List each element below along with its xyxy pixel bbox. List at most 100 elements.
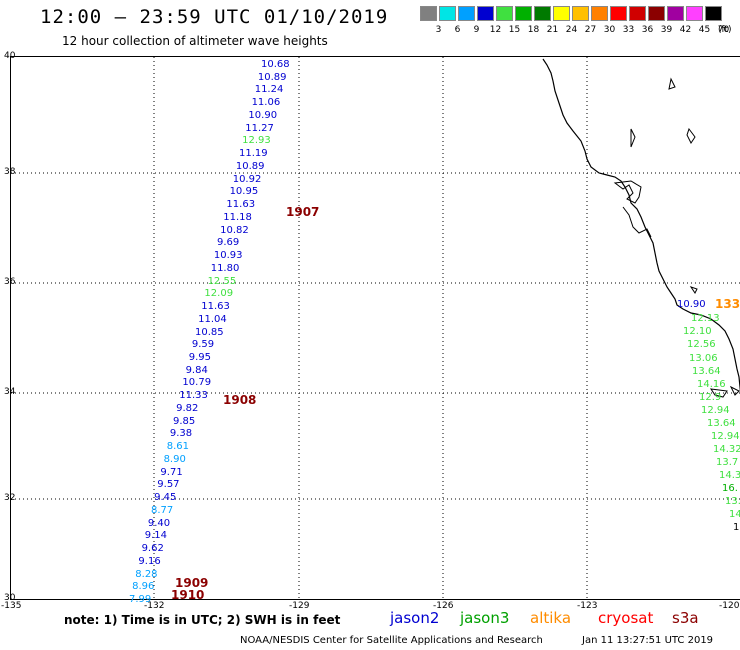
- legend-swatch: [610, 6, 627, 21]
- monterey-bay: [622, 206, 652, 238]
- map-panel: -135 -132 -129 -126 -123 -120 40 38 36 3…: [1, 51, 740, 611]
- lon-tick: -123: [577, 601, 598, 611]
- legend-value: 24: [565, 25, 578, 35]
- wave-height-label: 9.85: [173, 415, 196, 427]
- wave-height-label: 7.99: [129, 594, 152, 605]
- wave-height-label: 10.90: [677, 299, 706, 310]
- legend-swatch: [629, 6, 646, 21]
- wave-height-label: 12.10: [683, 326, 712, 337]
- lat-tick: 32: [4, 493, 16, 503]
- wave-height-label: 9.71: [160, 466, 183, 478]
- wave-height-label: 8.90: [163, 453, 186, 465]
- legend-swatch: [572, 6, 589, 21]
- lake-shape: [630, 77, 696, 148]
- wave-height-label: 11.06: [251, 97, 281, 109]
- wave-height-label: 11.80: [210, 262, 240, 274]
- legend-value: 9: [473, 25, 480, 35]
- wave-height-label: 13.: [725, 496, 740, 507]
- cycle-label: 1907: [286, 205, 320, 219]
- wave-height-label: 12.93: [242, 135, 271, 147]
- wave-height-label: 9.84: [185, 364, 208, 376]
- cycle-label: 1909: [175, 576, 209, 590]
- legend-unit: (ft): [718, 25, 732, 35]
- wave-height-label: 10.89: [257, 71, 287, 83]
- legend-value: 6: [454, 25, 461, 35]
- legend-value: 30: [603, 25, 616, 35]
- legend-swatch: [648, 6, 665, 21]
- wave-height-label: 12.94: [701, 405, 730, 416]
- wave-height-label: 16.: [722, 483, 738, 494]
- legend-swatch: [705, 6, 722, 21]
- map-title: 12:00 – 23:59 UTC 01/10/2019: [40, 6, 389, 28]
- legend-value: 18: [527, 25, 540, 35]
- wave-height-label: 8.28: [135, 568, 158, 580]
- wave-height-label: 11.24: [254, 84, 284, 96]
- cycle-label: 1910: [171, 588, 205, 602]
- legend-value: 45: [698, 25, 711, 35]
- legend-value: 42: [679, 25, 692, 35]
- wave-height-label: 11.63: [201, 301, 230, 313]
- wave-height-label: 9.14: [144, 530, 167, 542]
- legend-value: 15: [508, 25, 521, 35]
- legend-swatch: [667, 6, 684, 21]
- wave-height-label: 14.3: [719, 470, 740, 481]
- wave-height-label: 12.94: [711, 431, 740, 442]
- satellite-name: jason2: [390, 609, 440, 627]
- wave-height-label: 10.92: [232, 173, 262, 185]
- wave-height-label: 14.16: [697, 379, 726, 390]
- wave-height-label: 14.32: [713, 444, 740, 455]
- legend-swatch: [420, 6, 437, 21]
- wave-height-label: 9.57: [157, 479, 180, 491]
- legend-swatch: [439, 6, 456, 21]
- channel-islands: [689, 286, 740, 398]
- wave-height-label: 8.77: [151, 504, 174, 516]
- credit-line: NOAA/NESDIS Center for Satellite Applica…: [240, 635, 543, 646]
- cycle-label: 133: [715, 297, 740, 311]
- wave-height-label: 8.61: [166, 441, 189, 453]
- legend-value: 27: [584, 25, 597, 35]
- lon-tick: -129: [289, 601, 310, 611]
- legend-swatch: [534, 6, 551, 21]
- map-canvas: [11, 57, 740, 601]
- legend-swatch: [515, 6, 532, 21]
- graticule: [11, 57, 740, 601]
- legend-swatch: [496, 6, 513, 21]
- satellite-name: jason3: [460, 609, 510, 627]
- lon-tick: -126: [433, 601, 454, 611]
- legend-swatch: [591, 6, 608, 21]
- lon-tick: -120: [719, 601, 740, 611]
- wave-height-label: 9.45: [154, 492, 177, 504]
- lat-tick: 36: [4, 277, 16, 287]
- lat-tick: 30: [4, 593, 16, 603]
- legend-value: 33: [622, 25, 635, 35]
- wave-height-label: 12.09: [204, 288, 234, 300]
- wave-height-label: 12.9: [699, 392, 722, 403]
- legend-value: 21: [546, 25, 559, 35]
- wave-height-label: 11.18: [223, 211, 252, 223]
- wave-height-label: 12.13: [691, 313, 720, 324]
- wave-height-label: 11.04: [198, 313, 227, 325]
- satellite-name: cryosat: [598, 609, 654, 627]
- wave-height-label: 11.19: [239, 148, 268, 160]
- wave-height-label: 9.16: [138, 555, 161, 567]
- satellite-name: altika: [530, 609, 572, 627]
- wave-height-label: 9.62: [141, 543, 164, 555]
- map-subtitle: 12 hour collection of altimeter wave hei…: [62, 34, 328, 48]
- legend-swatch: [553, 6, 570, 21]
- legend-value: 12: [489, 25, 502, 35]
- coastline: [542, 58, 740, 394]
- wave-height-label: 9.38: [169, 428, 193, 440]
- wave-height-label: 9.95: [188, 351, 211, 363]
- legend-value: 36: [641, 25, 654, 35]
- legend-swatch: [686, 6, 703, 21]
- wave-height-label: 11.33: [179, 390, 208, 402]
- wave-height-label: 1: [733, 522, 740, 533]
- lat-tick: 38: [4, 167, 16, 177]
- wave-height-label: 10.79: [182, 377, 212, 389]
- satellite-name: s3a: [672, 609, 699, 627]
- wave-height-label: 10.89: [235, 160, 265, 172]
- footnote: note: 1) Time is in UTC; 2) SWH is in fe…: [64, 613, 341, 627]
- wave-height-label: 10.90: [248, 109, 278, 121]
- lon-tick: -132: [144, 601, 165, 611]
- lat-tick: 34: [4, 387, 16, 397]
